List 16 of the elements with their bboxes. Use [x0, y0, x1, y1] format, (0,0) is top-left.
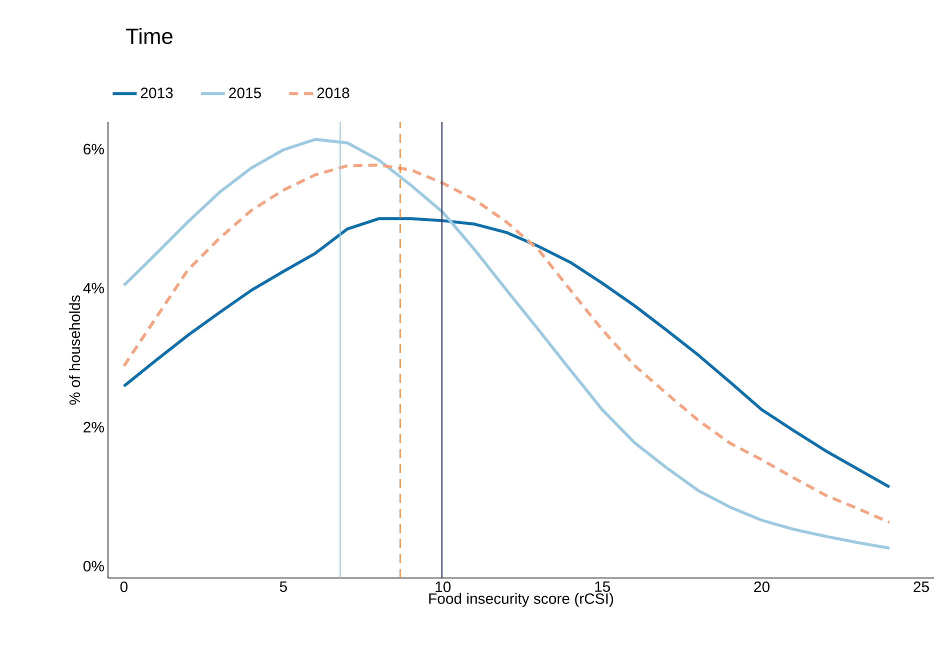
- y-tick-label: 6%: [84, 144, 104, 154]
- y-tick-label: 2%: [84, 422, 104, 432]
- x-tick-label: 10: [436, 582, 451, 592]
- x-tick-label: 15: [595, 582, 610, 592]
- x-axis-title: Food insecurity score (rCSI): [429, 592, 614, 607]
- legend-label: 2015: [229, 88, 262, 98]
- y-tick-label: 4%: [83, 282, 104, 294]
- x-tick-label: 0: [120, 582, 128, 592]
- x-tick-label: 5: [280, 582, 287, 592]
- x-tick-label: 25: [914, 582, 929, 592]
- x-tick-label: 20: [754, 582, 770, 592]
- legend-title: Time: [126, 28, 172, 44]
- y-tick-label: 0%: [83, 560, 104, 572]
- legend-label: 2013: [140, 88, 173, 98]
- y-axis-title: % of households: [69, 295, 80, 405]
- legend-label: 2018: [317, 88, 350, 98]
